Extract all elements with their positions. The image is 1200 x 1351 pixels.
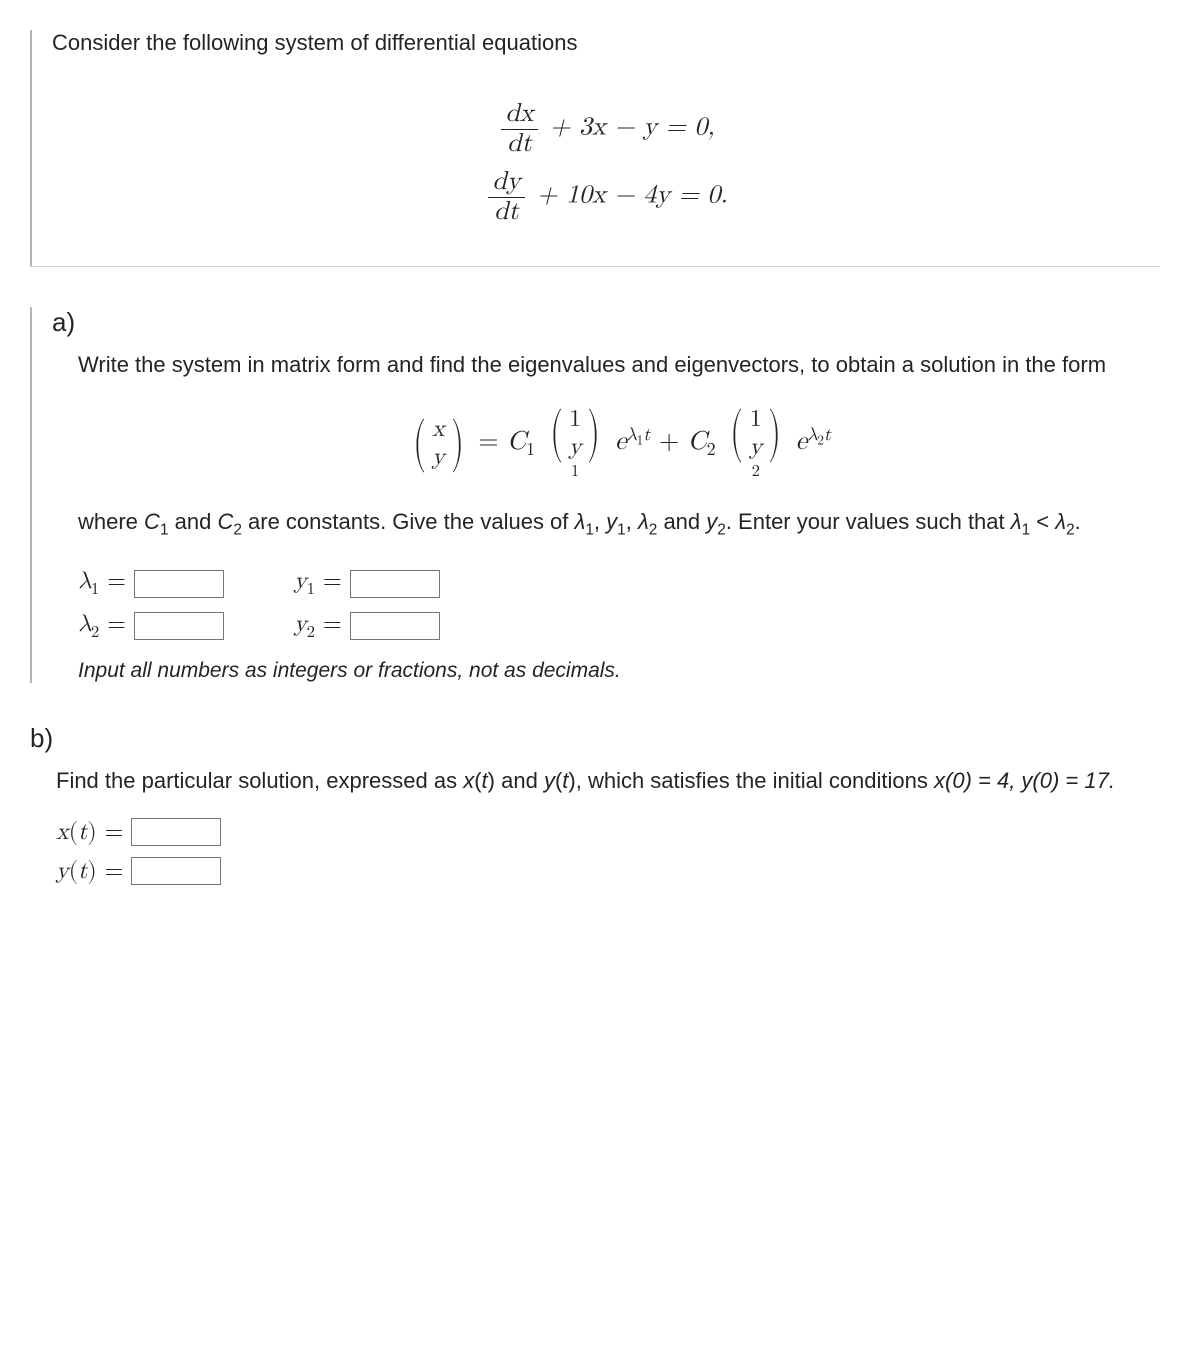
part-b-label: b): [30, 723, 1160, 754]
part-a-label: a): [52, 307, 1160, 338]
y2-input[interactable]: [350, 612, 440, 640]
eq1-den: dt: [501, 130, 537, 159]
system-equations: dx dt + 3x − y = 0, dy dt + 10x − 4y = 0…: [52, 84, 1160, 266]
part-a-text2: where C1 and C2 are constants. Give the …: [78, 509, 1160, 539]
input-hint: Input all numbers as integers or fractio…: [78, 659, 1160, 683]
y1-input[interactable]: [350, 570, 440, 598]
section-divider: [30, 266, 1160, 267]
eq1-rest: + 3x − y = 0,: [542, 115, 715, 141]
xt-input[interactable]: [131, 818, 221, 846]
eq2-num: dy: [488, 168, 524, 198]
lambda2-input[interactable]: [134, 612, 224, 640]
eq1-num: dx: [501, 100, 537, 130]
solution-form: ( x y ) = C1 ( 1 y1 ) eλ1: [78, 406, 1160, 481]
eq2-den: dt: [488, 198, 524, 227]
intro-text: Consider the following system of differe…: [52, 30, 1160, 84]
eq2-rest: + 10x − 4y = 0.: [529, 183, 728, 209]
lambda1-input[interactable]: [134, 570, 224, 598]
part-b-text: Find the particular solution, expressed …: [56, 768, 1160, 794]
yt-input[interactable]: [131, 857, 221, 885]
part-a-text1: Write the system in matrix form and find…: [78, 352, 1160, 378]
